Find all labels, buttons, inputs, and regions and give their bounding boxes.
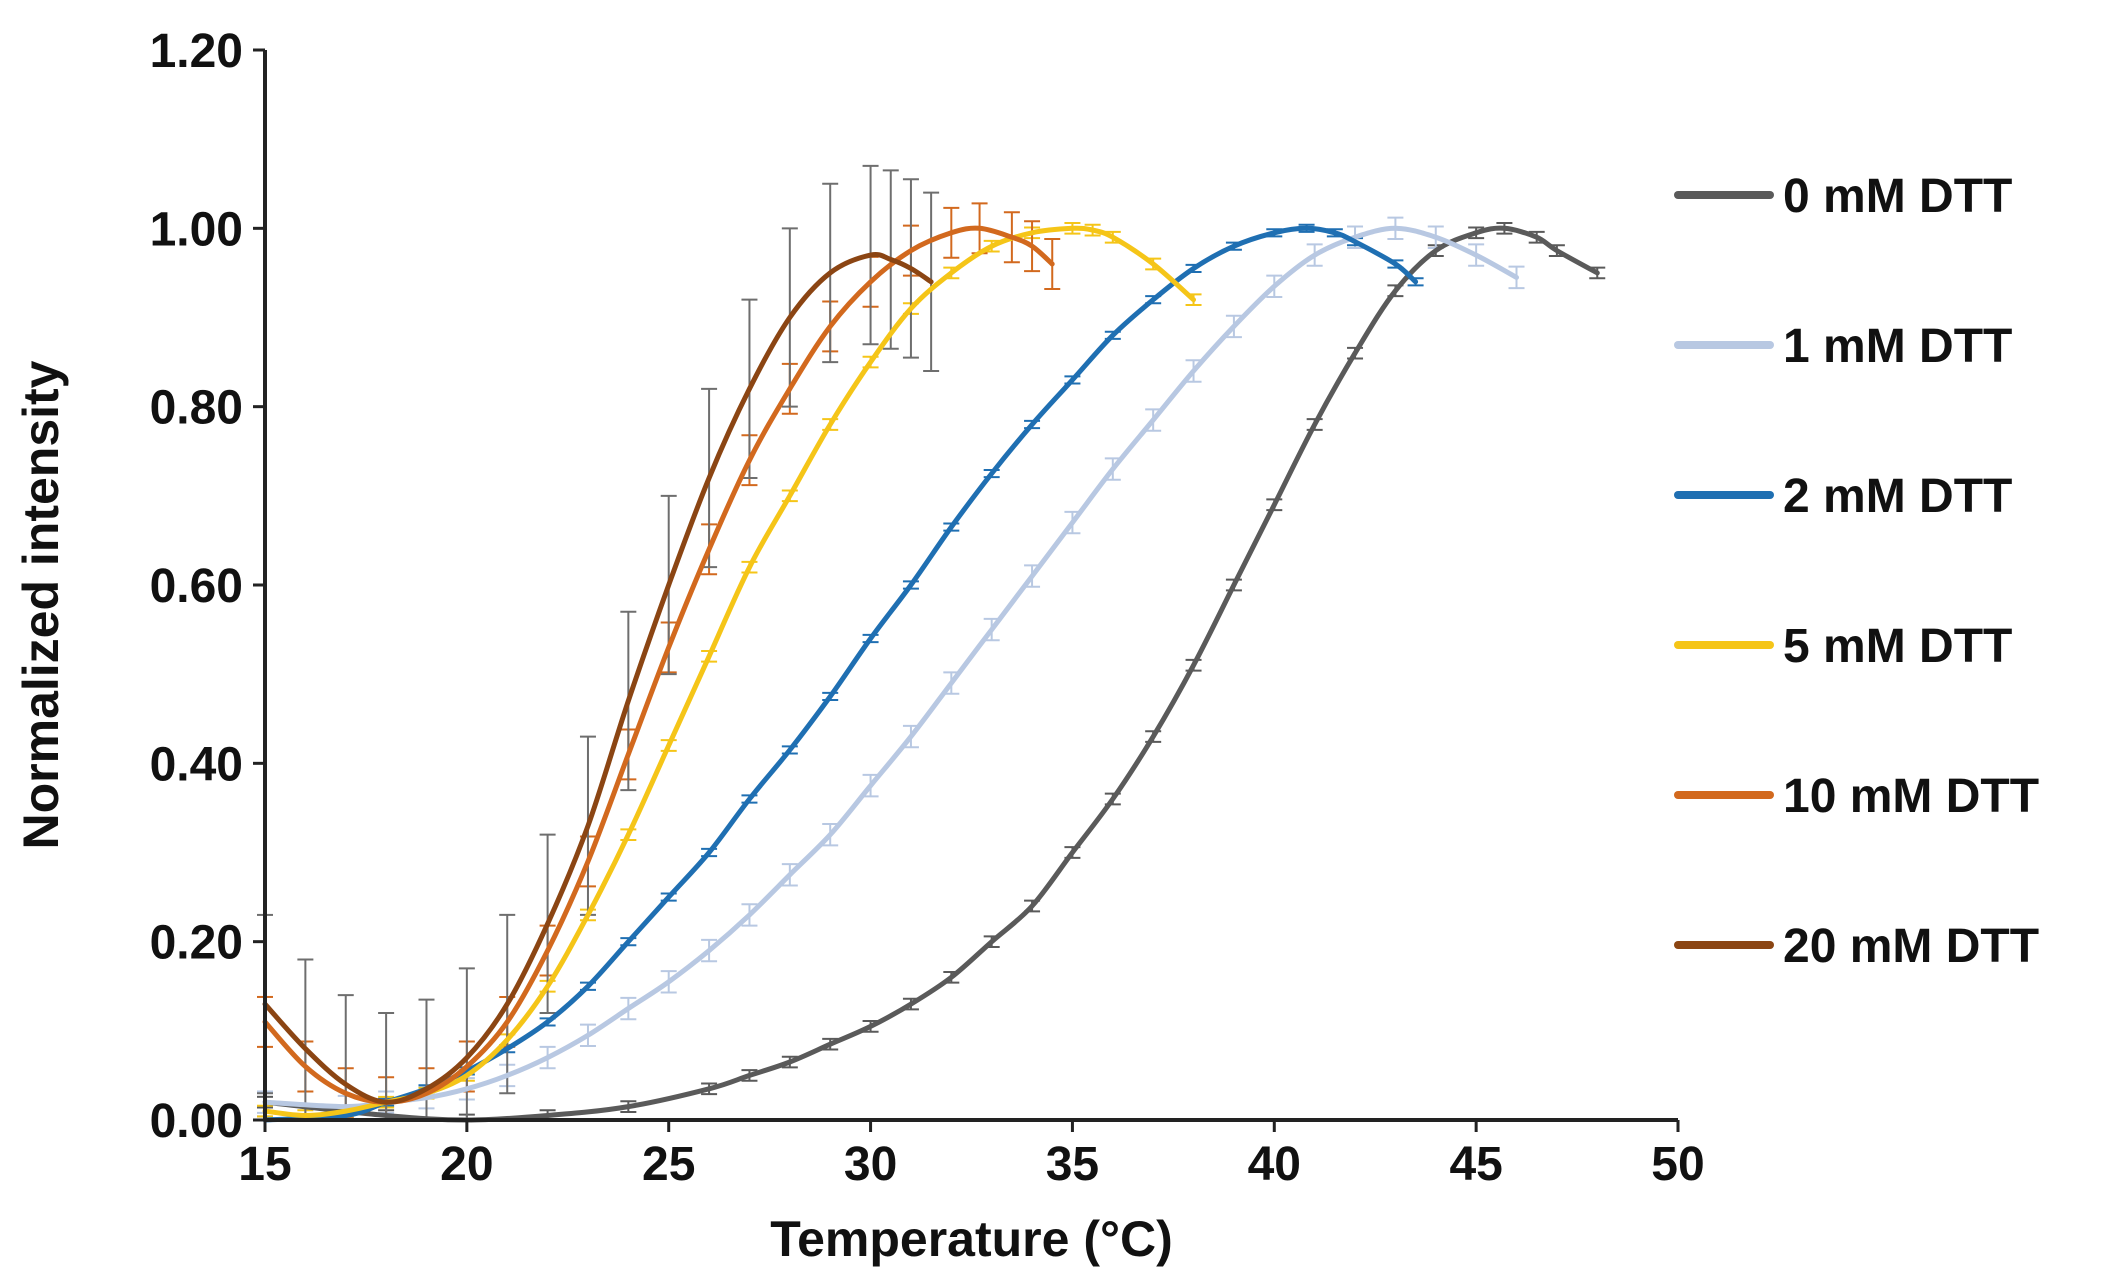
legend-label: 0 mM DTT [1783, 170, 2012, 223]
y-tick-label: 0.40 [150, 738, 243, 791]
series-line-20-mm-dtt [262, 252, 934, 1105]
y-axis-title: Normalized intensity [13, 360, 69, 849]
y-ticks: 0.00 0.20 0.40 0.60 0.80 1.00 1.20 [150, 25, 265, 1148]
y-tick-label: 0.00 [150, 1095, 243, 1148]
y-tick-label: 1.20 [150, 25, 243, 78]
x-tick-label: 15 [238, 1138, 291, 1191]
x-ticks: 15 20 25 30 35 40 45 50 [238, 1120, 1705, 1191]
x-axis-title: Temperature (°C) [770, 1211, 1172, 1267]
series-layer [262, 225, 1600, 1123]
series-line-10-mm-dtt [262, 225, 1055, 1105]
x-tick-label: 25 [642, 1138, 695, 1191]
legend-item-10-mm-dtt: 10 mM DTT [1674, 770, 2039, 823]
x-tick-label: 30 [844, 1138, 897, 1191]
y-tick-label: 1.00 [150, 203, 243, 256]
x-tick-label: 20 [440, 1138, 493, 1191]
x-tick-label: 35 [1046, 1138, 1099, 1191]
legend-label: 20 mM DTT [1783, 920, 2039, 973]
y-tick-label: 0.60 [150, 560, 243, 613]
x-tick-label: 45 [1449, 1138, 1502, 1191]
legend-item-0-mm-dtt: 0 mM DTT [1674, 170, 2012, 223]
y-tick-label: 0.20 [150, 917, 243, 970]
legend: 0 mM DTT 1 mM DTT 2 mM DTT 5 mM DTT 10 mM DT… [1674, 170, 2039, 973]
legend-item-2-mm-dtt: 2 mM DTT [1674, 470, 2012, 523]
x-tick-label: 40 [1248, 1138, 1301, 1191]
y-tick-label: 0.80 [150, 382, 243, 435]
legend-label: 10 mM DTT [1783, 770, 2039, 823]
legend-item-5-mm-dtt: 5 mM DTT [1674, 620, 2012, 673]
legend-label: 1 mM DTT [1783, 320, 2012, 373]
series-line-0-mm-dtt [262, 225, 1600, 1123]
legend-label: 5 mM DTT [1783, 620, 2012, 673]
x-tick-label: 50 [1651, 1138, 1704, 1191]
legend-item-1-mm-dtt: 1 mM DTT [1674, 320, 2012, 373]
series-line-1-mm-dtt [262, 225, 1519, 1110]
legend-label: 2 mM DTT [1783, 470, 2012, 523]
legend-item-20-mm-dtt: 20 mM DTT [1674, 920, 2039, 973]
series-line-2-mm-dtt [262, 225, 1419, 1123]
